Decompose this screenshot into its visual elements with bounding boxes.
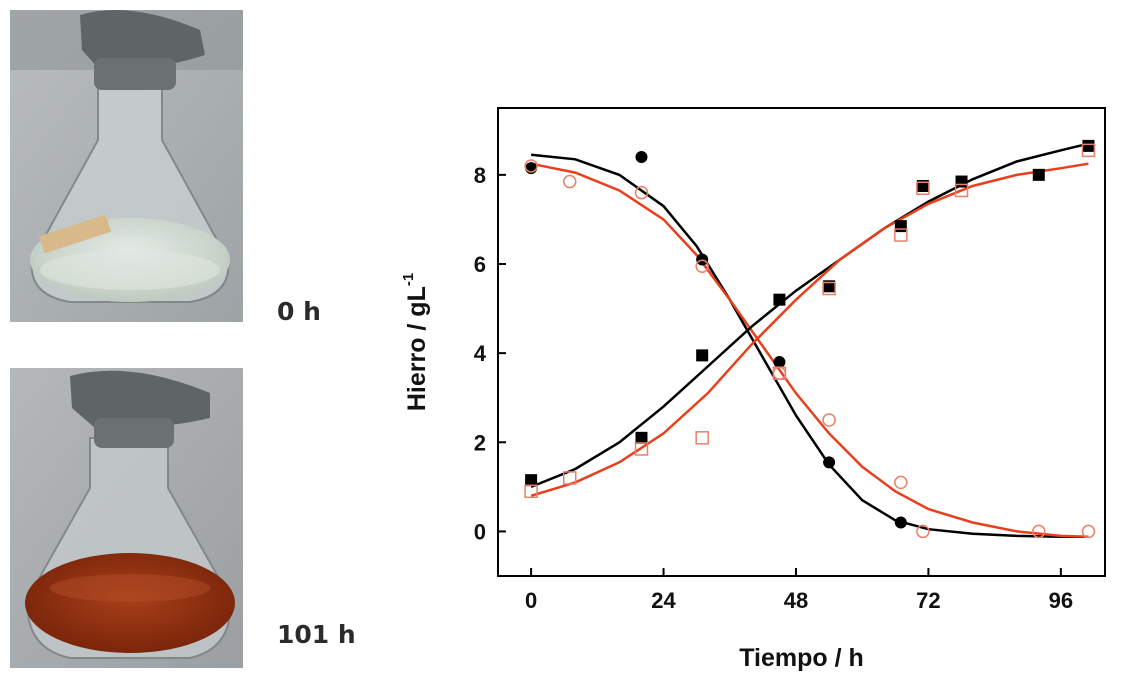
- y-tick-label: 2: [474, 430, 486, 455]
- y-axis: 0 2 4 6 8: [474, 163, 506, 544]
- fit-curves: [530, 142, 1089, 539]
- liquid-red: [25, 553, 235, 653]
- fit-curve: [530, 162, 1089, 539]
- y-tick-label: 0: [474, 519, 486, 544]
- flask-photo-0h: [10, 10, 243, 322]
- data-point-square-open: [634, 442, 649, 456]
- x-tick-label: 96: [1049, 588, 1073, 613]
- data-point-square-open: [894, 228, 908, 242]
- fit-curve: [530, 153, 1089, 539]
- data-point-circle-filled: [894, 516, 907, 529]
- y-axis-title-main: Hierro / gL: [403, 286, 431, 411]
- y-tick-label: 4: [474, 341, 487, 366]
- x-tick-label: 24: [651, 588, 676, 613]
- data-point-square-filled: [955, 175, 968, 188]
- data-point-square-open: [1081, 143, 1096, 158]
- data-point-square-filled: [635, 431, 648, 444]
- photo-time-label: 101 h: [277, 620, 356, 649]
- y-tick-label: 6: [474, 252, 486, 277]
- data-point-square-filled: [696, 349, 709, 362]
- x-axis-title: Tiempo / h: [739, 644, 864, 672]
- x-tick-label: 48: [784, 588, 808, 613]
- data-point-square-filled: [773, 293, 786, 306]
- data-point-circle-filled: [635, 151, 648, 164]
- data-point-square-open: [954, 183, 969, 198]
- data-point-square-open: [772, 366, 787, 380]
- data-point-circle-open: [1081, 524, 1096, 539]
- fit-curve: [530, 162, 1089, 497]
- data-point-square-filled: [1082, 139, 1095, 152]
- data-point-square-filled: [823, 280, 836, 293]
- data-point-circle-open: [1032, 524, 1046, 539]
- photo-time-label: 0 h: [277, 297, 321, 326]
- plot-border: [497, 107, 1106, 577]
- data-point-circle-open: [695, 259, 709, 273]
- fit-curve: [530, 142, 1089, 489]
- data-point-square-filled: [1032, 168, 1045, 181]
- data-markers: [524, 139, 1096, 539]
- data-point-circle-open: [524, 159, 538, 173]
- data-point-square-filled: [894, 220, 907, 233]
- data-point-square-filled: [525, 474, 538, 487]
- data-point-square-open: [822, 281, 836, 296]
- data-point-circle-filled: [773, 356, 786, 369]
- data-point-circle-open: [562, 174, 577, 189]
- data-point-square-filled: [916, 180, 929, 192]
- data-point-square-open: [916, 181, 930, 195]
- data-point-square-open: [695, 431, 709, 445]
- x-axis: 0 24 48 72 96: [525, 568, 1073, 613]
- data-point-circle-open: [822, 413, 836, 427]
- data-point-square-open: [524, 484, 538, 499]
- y-axis-title-superscript: -1: [400, 273, 417, 286]
- plot-frame: [497, 107, 1106, 577]
- x-tick-label: 72: [916, 588, 940, 613]
- x-tick-label: 0: [525, 588, 537, 613]
- y-tick-label: 8: [474, 163, 486, 188]
- y-axis-title: Hierro / gL-1: [400, 273, 431, 411]
- data-point-circle-open: [916, 524, 930, 539]
- data-point-circle-open: [894, 475, 908, 490]
- flask-photo-101h: [10, 368, 243, 668]
- data-point-circle-filled: [823, 456, 836, 469]
- data-point-circle-open: [634, 185, 649, 200]
- data-point-square-open: [562, 471, 577, 485]
